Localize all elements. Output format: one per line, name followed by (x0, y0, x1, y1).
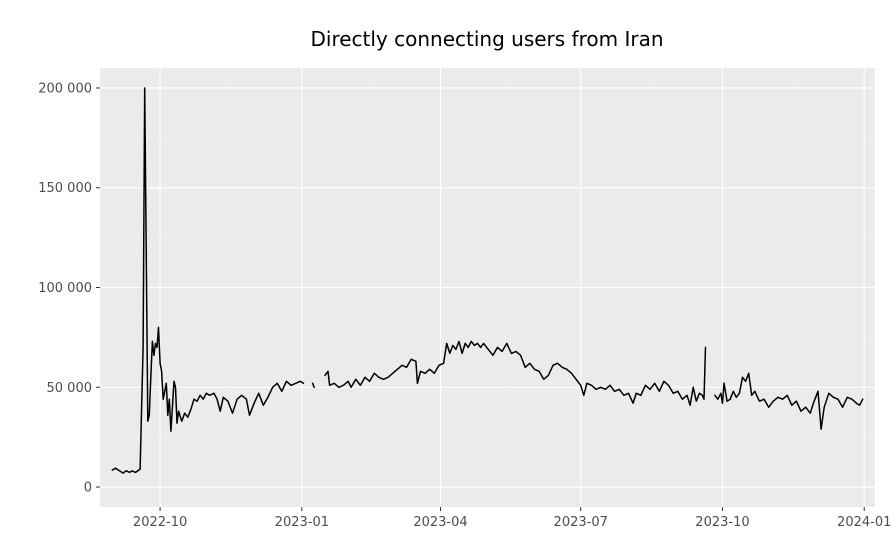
series-line-segment (111, 87, 305, 474)
x-tick-label: 2023-07 (554, 515, 608, 530)
y-axis: 0 50 000 100 000 150 000 200 000 (38, 81, 100, 496)
series-line-segment (324, 340, 707, 406)
chart-title: Directly connecting users from Iran (311, 27, 664, 51)
y-tick-label: 200 000 (38, 81, 92, 96)
y-tick-label: 50 000 (47, 381, 93, 396)
y-tick-label: 0 (84, 481, 92, 496)
x-tick-label: 2023-01 (275, 515, 329, 530)
x-tick-label: 2024-01 (837, 515, 891, 530)
series-line-segment (714, 372, 864, 430)
x-tick-label: 2023-10 (695, 515, 749, 530)
x-axis: 2022-10 2023-01 2023-04 2023-07 2023-10 2024-… (133, 507, 891, 530)
y-tick-label: 100 000 (38, 281, 92, 296)
grid-layer (100, 68, 875, 507)
x-tick-label: 2023-04 (413, 515, 467, 530)
x-tick-label: 2022-10 (133, 515, 187, 530)
series-layer (111, 87, 864, 474)
series-line-segment (311, 382, 315, 389)
y-tick-label: 150 000 (38, 181, 92, 196)
